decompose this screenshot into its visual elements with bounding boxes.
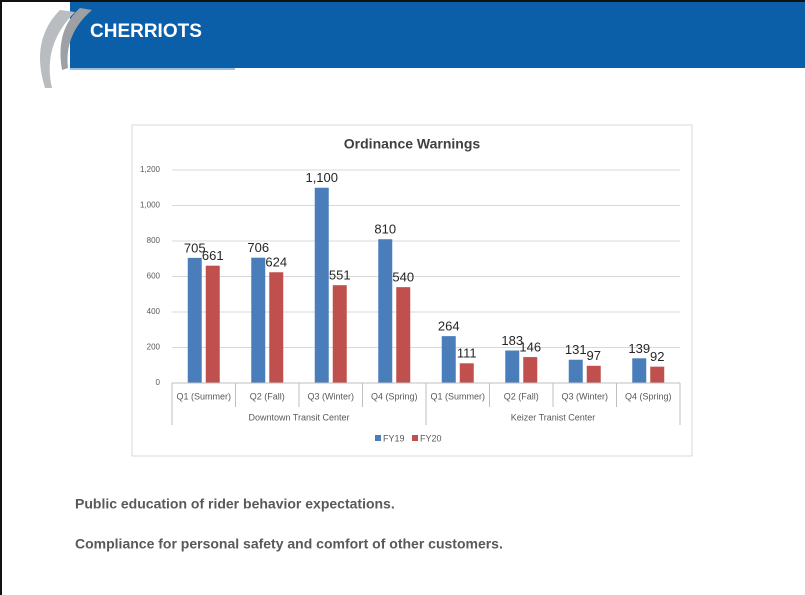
value-label: 810: [374, 222, 396, 237]
x-tick-label: Q2 (Fall): [504, 391, 539, 401]
x-tick-label: Q1 (Summer): [176, 391, 231, 401]
value-label: 92: [650, 349, 664, 364]
y-tick-label: 1,000: [140, 201, 161, 210]
bar: [332, 285, 347, 383]
x-tick-label: Q1 (Summer): [430, 391, 485, 401]
legend-swatch: [375, 435, 381, 441]
x-tick-label: Q2 (Fall): [250, 391, 285, 401]
header-band: [70, 2, 805, 68]
bar: [378, 239, 393, 383]
bar: [251, 257, 266, 383]
x-tick-label: Q4 (Spring): [625, 391, 672, 401]
y-tick-label: 0: [156, 378, 161, 387]
legend-label: FY19: [383, 433, 405, 443]
y-tick-label: 800: [147, 236, 161, 245]
bar: [396, 287, 411, 383]
body-line: Compliance for personal safety and comfo…: [75, 536, 503, 552]
y-tick-label: 600: [147, 272, 161, 281]
chart-frame: [131, 124, 693, 457]
logo-swoosh: [60, 8, 92, 70]
value-label: 111: [457, 346, 477, 361]
bar: [459, 363, 474, 383]
value-label: 661: [202, 248, 224, 263]
x-tick-label: Q3 (Winter): [561, 391, 608, 401]
bar: [187, 257, 202, 383]
group-label: Downtown Transit Center: [248, 412, 349, 422]
group-label: Keizer Tranist Center: [511, 412, 596, 422]
value-label: 139: [628, 341, 650, 356]
logo-text: CHERRIOTS: [90, 21, 202, 42]
value-label: 264: [438, 319, 460, 334]
bar: [568, 359, 583, 383]
value-label: 97: [587, 348, 601, 363]
y-tick-label: 1,200: [140, 165, 161, 174]
value-label: 131: [565, 342, 587, 357]
bar: [205, 265, 220, 383]
header-underline: [70, 68, 235, 70]
bar: [269, 272, 284, 383]
bar: [632, 358, 647, 383]
x-tick-label: Q4 (Spring): [371, 391, 418, 401]
value-label: 706: [247, 240, 269, 255]
legend-swatch: [412, 435, 418, 441]
chart-title: Ordinance Warnings: [344, 136, 481, 152]
body-line: Public education of rider behavior expec…: [75, 496, 395, 512]
x-tick-label: Q3 (Winter): [307, 391, 354, 401]
top-border: [0, 0, 805, 2]
value-label: 146: [519, 340, 541, 355]
value-label: 705: [184, 240, 206, 255]
value-label: 540: [392, 270, 414, 285]
bar: [314, 187, 329, 383]
bar: [523, 357, 538, 383]
value-label: 183: [501, 333, 523, 348]
bar: [505, 350, 520, 383]
value-label: 551: [329, 268, 351, 283]
legend-label: FY20: [420, 433, 442, 443]
value-label: 1,100: [305, 170, 338, 185]
bar: [586, 365, 601, 383]
y-tick-label: 400: [147, 307, 161, 316]
bar: [441, 336, 456, 383]
value-label: 624: [265, 255, 287, 270]
bar: [650, 366, 665, 383]
left-border: [0, 0, 2, 595]
logo-swoosh: [40, 10, 75, 88]
y-tick-label: 200: [147, 343, 161, 352]
